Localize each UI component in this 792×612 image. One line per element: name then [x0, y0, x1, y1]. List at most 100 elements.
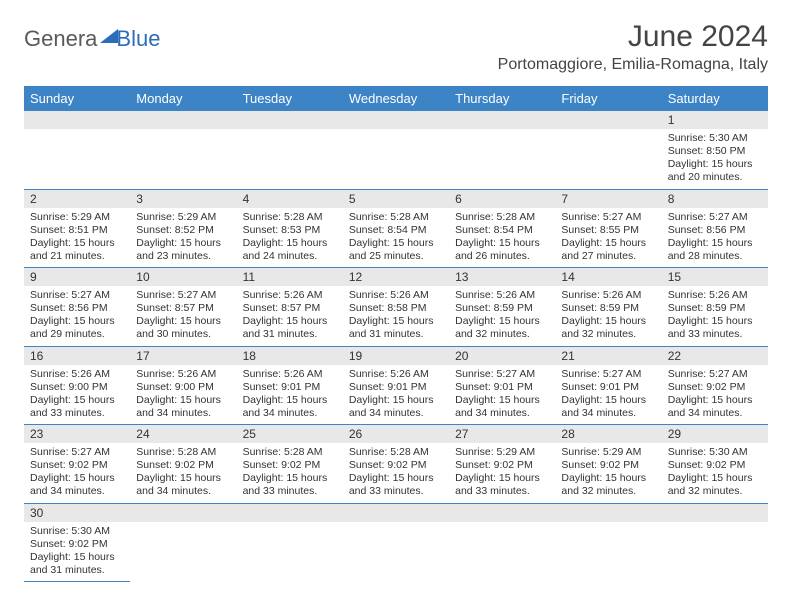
- empty-day: [24, 111, 130, 129]
- calendar-row: 16Sunrise: 5:26 AMSunset: 9:00 PMDayligh…: [24, 346, 768, 425]
- month-title: June 2024: [498, 20, 768, 54]
- day-number: 15: [662, 268, 768, 286]
- calendar-cell: 15Sunrise: 5:26 AMSunset: 8:59 PMDayligh…: [662, 268, 768, 347]
- calendar-cell: 29Sunrise: 5:30 AMSunset: 9:02 PMDayligh…: [662, 425, 768, 504]
- weekday-header: Sunday: [24, 86, 130, 111]
- day-details: Sunrise: 5:27 AMSunset: 8:55 PMDaylight:…: [555, 208, 661, 268]
- day-details: Sunrise: 5:28 AMSunset: 9:02 PMDaylight:…: [237, 443, 343, 503]
- day-details: Sunrise: 5:29 AMSunset: 8:52 PMDaylight:…: [130, 208, 236, 268]
- empty-day: [130, 504, 236, 522]
- day-number: 2: [24, 190, 130, 208]
- day-details: Sunrise: 5:26 AMSunset: 9:01 PMDaylight:…: [343, 365, 449, 425]
- weekday-header: Monday: [130, 86, 236, 111]
- day-number: 8: [662, 190, 768, 208]
- calendar-cell: 2Sunrise: 5:29 AMSunset: 8:51 PMDaylight…: [24, 189, 130, 268]
- calendar-cell: 7Sunrise: 5:27 AMSunset: 8:55 PMDaylight…: [555, 189, 661, 268]
- calendar-cell: [24, 111, 130, 189]
- empty-day: [343, 504, 449, 522]
- day-number: 14: [555, 268, 661, 286]
- calendar-cell: 17Sunrise: 5:26 AMSunset: 9:00 PMDayligh…: [130, 346, 236, 425]
- weekday-header: Friday: [555, 86, 661, 111]
- header: Genera Blue June 2024 Portomaggiore, Emi…: [24, 20, 768, 74]
- day-number: 9: [24, 268, 130, 286]
- calendar-cell: 26Sunrise: 5:28 AMSunset: 9:02 PMDayligh…: [343, 425, 449, 504]
- calendar-cell: 28Sunrise: 5:29 AMSunset: 9:02 PMDayligh…: [555, 425, 661, 504]
- day-details: Sunrise: 5:29 AMSunset: 9:02 PMDaylight:…: [449, 443, 555, 503]
- calendar-cell: [130, 503, 236, 582]
- empty-day: [555, 504, 661, 522]
- day-details: Sunrise: 5:27 AMSunset: 8:57 PMDaylight:…: [130, 286, 236, 346]
- calendar-cell: [130, 111, 236, 189]
- empty-day: [130, 111, 236, 129]
- calendar-cell: [449, 503, 555, 582]
- day-number: 25: [237, 425, 343, 443]
- day-number: 1: [662, 111, 768, 129]
- day-number: 23: [24, 425, 130, 443]
- day-details: Sunrise: 5:26 AMSunset: 8:57 PMDaylight:…: [237, 286, 343, 346]
- day-details: Sunrise: 5:28 AMSunset: 8:54 PMDaylight:…: [449, 208, 555, 268]
- day-number: 17: [130, 347, 236, 365]
- calendar-cell: [555, 503, 661, 582]
- empty-day: [237, 111, 343, 129]
- calendar-body: 1Sunrise: 5:30 AMSunset: 8:50 PMDaylight…: [24, 111, 768, 582]
- calendar-cell: 11Sunrise: 5:26 AMSunset: 8:57 PMDayligh…: [237, 268, 343, 347]
- day-number: 28: [555, 425, 661, 443]
- weekday-header: Tuesday: [237, 86, 343, 111]
- calendar-cell: 20Sunrise: 5:27 AMSunset: 9:01 PMDayligh…: [449, 346, 555, 425]
- title-block: June 2024 Portomaggiore, Emilia-Romagna,…: [498, 20, 768, 74]
- day-number: 4: [237, 190, 343, 208]
- day-details: Sunrise: 5:26 AMSunset: 8:59 PMDaylight:…: [555, 286, 661, 346]
- weekday-header: Wednesday: [343, 86, 449, 111]
- calendar-cell: 6Sunrise: 5:28 AMSunset: 8:54 PMDaylight…: [449, 189, 555, 268]
- weekday-header-row: Sunday Monday Tuesday Wednesday Thursday…: [24, 86, 768, 111]
- day-details: Sunrise: 5:26 AMSunset: 8:58 PMDaylight:…: [343, 286, 449, 346]
- calendar-cell: 8Sunrise: 5:27 AMSunset: 8:56 PMDaylight…: [662, 189, 768, 268]
- calendar-cell: 4Sunrise: 5:28 AMSunset: 8:53 PMDaylight…: [237, 189, 343, 268]
- day-number: 11: [237, 268, 343, 286]
- logo-text-blue: Blue: [116, 26, 160, 52]
- calendar-row: 23Sunrise: 5:27 AMSunset: 9:02 PMDayligh…: [24, 425, 768, 504]
- calendar-cell: 1Sunrise: 5:30 AMSunset: 8:50 PMDaylight…: [662, 111, 768, 189]
- day-number: 21: [555, 347, 661, 365]
- calendar-cell: [237, 111, 343, 189]
- day-details: Sunrise: 5:30 AMSunset: 8:50 PMDaylight:…: [662, 129, 768, 189]
- day-details: Sunrise: 5:27 AMSunset: 9:01 PMDaylight:…: [449, 365, 555, 425]
- location: Portomaggiore, Emilia-Romagna, Italy: [498, 56, 768, 74]
- calendar-cell: 9Sunrise: 5:27 AMSunset: 8:56 PMDaylight…: [24, 268, 130, 347]
- calendar-cell: 5Sunrise: 5:28 AMSunset: 8:54 PMDaylight…: [343, 189, 449, 268]
- empty-day: [662, 504, 768, 522]
- day-details: Sunrise: 5:28 AMSunset: 9:02 PMDaylight:…: [343, 443, 449, 503]
- day-number: 24: [130, 425, 236, 443]
- day-details: Sunrise: 5:30 AMSunset: 9:02 PMDaylight:…: [662, 443, 768, 503]
- calendar-cell: 23Sunrise: 5:27 AMSunset: 9:02 PMDayligh…: [24, 425, 130, 504]
- day-details: Sunrise: 5:26 AMSunset: 8:59 PMDaylight:…: [449, 286, 555, 346]
- day-number: 26: [343, 425, 449, 443]
- day-number: 13: [449, 268, 555, 286]
- calendar-cell: 14Sunrise: 5:26 AMSunset: 8:59 PMDayligh…: [555, 268, 661, 347]
- day-number: 20: [449, 347, 555, 365]
- empty-day: [449, 504, 555, 522]
- day-number: 16: [24, 347, 130, 365]
- calendar-cell: 19Sunrise: 5:26 AMSunset: 9:01 PMDayligh…: [343, 346, 449, 425]
- day-details: Sunrise: 5:26 AMSunset: 9:00 PMDaylight:…: [24, 365, 130, 425]
- calendar-cell: 13Sunrise: 5:26 AMSunset: 8:59 PMDayligh…: [449, 268, 555, 347]
- calendar-cell: 21Sunrise: 5:27 AMSunset: 9:01 PMDayligh…: [555, 346, 661, 425]
- day-details: Sunrise: 5:26 AMSunset: 8:59 PMDaylight:…: [662, 286, 768, 346]
- day-number: 27: [449, 425, 555, 443]
- day-number: 30: [24, 504, 130, 522]
- empty-day: [449, 111, 555, 129]
- day-number: 18: [237, 347, 343, 365]
- calendar-cell: [449, 111, 555, 189]
- day-number: 22: [662, 347, 768, 365]
- calendar-cell: [237, 503, 343, 582]
- calendar-cell: [343, 111, 449, 189]
- day-details: Sunrise: 5:29 AMSunset: 8:51 PMDaylight:…: [24, 208, 130, 268]
- calendar-cell: [343, 503, 449, 582]
- calendar-cell: 30Sunrise: 5:30 AMSunset: 9:02 PMDayligh…: [24, 503, 130, 582]
- empty-day: [555, 111, 661, 129]
- calendar-cell: 18Sunrise: 5:26 AMSunset: 9:01 PMDayligh…: [237, 346, 343, 425]
- calendar-cell: 12Sunrise: 5:26 AMSunset: 8:58 PMDayligh…: [343, 268, 449, 347]
- day-number: 10: [130, 268, 236, 286]
- day-number: 7: [555, 190, 661, 208]
- weekday-header: Thursday: [449, 86, 555, 111]
